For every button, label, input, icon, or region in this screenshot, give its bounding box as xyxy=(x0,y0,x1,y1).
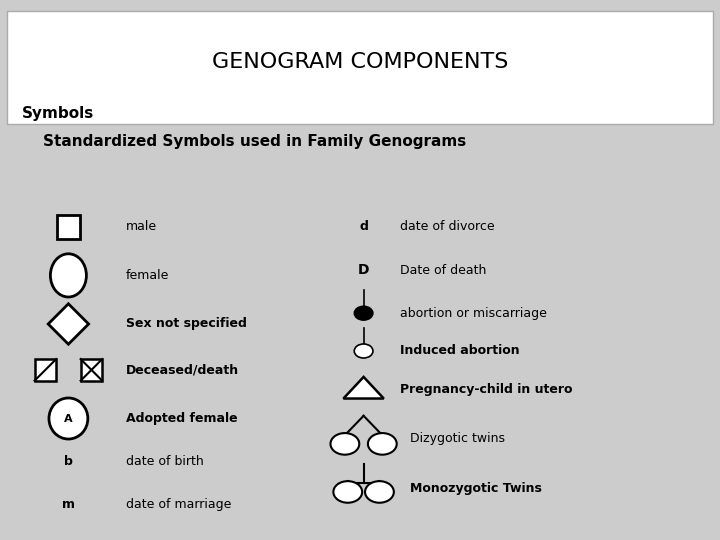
Ellipse shape xyxy=(49,398,88,439)
Bar xyxy=(81,359,102,381)
Text: Dizygotic twins: Dizygotic twins xyxy=(410,432,505,445)
Text: Induced abortion: Induced abortion xyxy=(400,345,519,357)
Ellipse shape xyxy=(50,254,86,297)
FancyBboxPatch shape xyxy=(7,11,713,124)
Circle shape xyxy=(354,306,373,320)
Text: date of marriage: date of marriage xyxy=(126,498,231,511)
Text: Deceased/death: Deceased/death xyxy=(126,363,239,376)
Text: date of divorce: date of divorce xyxy=(400,220,494,233)
Bar xyxy=(57,215,81,239)
Text: abortion or miscarriage: abortion or miscarriage xyxy=(400,307,546,320)
Text: d: d xyxy=(359,220,368,233)
Text: Symbols: Symbols xyxy=(22,106,94,121)
Circle shape xyxy=(365,481,394,503)
Text: Pregnancy-child in utero: Pregnancy-child in utero xyxy=(400,383,572,396)
Circle shape xyxy=(330,433,359,455)
Text: male: male xyxy=(126,220,157,233)
Polygon shape xyxy=(48,304,89,344)
Text: A: A xyxy=(64,414,73,423)
Circle shape xyxy=(368,433,397,455)
Bar xyxy=(35,359,56,381)
Text: b: b xyxy=(64,455,73,468)
Text: Sex not specified: Sex not specified xyxy=(126,318,247,330)
Text: date of birth: date of birth xyxy=(126,455,204,468)
Text: D: D xyxy=(358,263,369,277)
Text: Adopted female: Adopted female xyxy=(126,412,238,425)
Text: Monozygotic Twins: Monozygotic Twins xyxy=(410,482,542,495)
Text: female: female xyxy=(126,269,169,282)
Circle shape xyxy=(333,481,362,503)
Text: Date of death: Date of death xyxy=(400,264,486,276)
Circle shape xyxy=(354,344,373,358)
Polygon shape xyxy=(343,377,384,399)
Text: GENOGRAM COMPONENTS: GENOGRAM COMPONENTS xyxy=(212,52,508,72)
Text: m: m xyxy=(62,498,75,511)
Text: Standardized Symbols used in Family Genograms: Standardized Symbols used in Family Geno… xyxy=(43,134,467,149)
